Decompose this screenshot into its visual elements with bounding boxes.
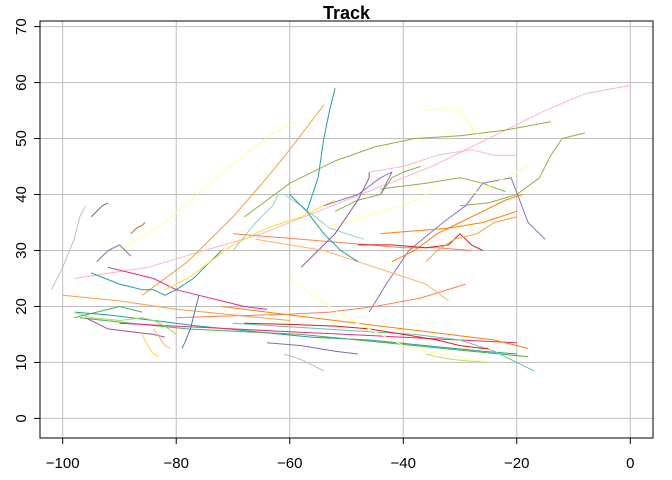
track-line-4 [119, 121, 296, 251]
track-line-30 [380, 210, 517, 235]
track-line-15 [289, 278, 489, 363]
track-line-39 [96, 244, 132, 263]
track-line-13 [232, 322, 535, 372]
track-line-37 [50, 205, 86, 290]
track-line-12 [221, 306, 529, 349]
track-line-34 [425, 107, 484, 139]
y-axis: 0 10 20 30 40 50 60 70 [13, 18, 40, 423]
grid-lines [40, 21, 653, 438]
track-line-38 [90, 202, 109, 218]
track-line-11 [119, 322, 517, 344]
x-axis: −100 −80 −60 −40 −20 0 [46, 438, 634, 472]
track-line-5 [141, 104, 325, 296]
y-tick-label: 0 [13, 414, 30, 422]
track-line-14 [244, 322, 489, 349]
track-line-26 [232, 194, 364, 251]
track-line-28 [232, 233, 472, 251]
x-tick-label: −40 [391, 455, 416, 472]
track-line-24 [425, 353, 489, 363]
track-line-46 [289, 194, 359, 263]
track-line-35 [391, 194, 523, 263]
track-line-42 [164, 199, 336, 291]
track-line-1 [74, 84, 631, 279]
y-tick-label: 60 [13, 74, 30, 91]
x-tick-label: −60 [277, 455, 302, 472]
track-line-21 [181, 295, 200, 349]
track-line-20 [141, 334, 160, 358]
track-line-47 [425, 216, 517, 263]
track-line-17 [73, 311, 177, 335]
track-line-25 [90, 250, 222, 296]
track-line-36 [357, 233, 483, 251]
track-line-32 [300, 172, 370, 268]
series-lines [50, 84, 631, 372]
x-tick-label: −100 [46, 455, 80, 472]
track-line-7 [368, 177, 546, 313]
track-line-22 [266, 342, 358, 355]
track-line-6 [306, 88, 336, 212]
track-line-9 [74, 311, 517, 355]
track-line-29 [312, 182, 438, 229]
track-line-19 [153, 328, 171, 349]
track-line-10 [79, 317, 529, 358]
track-line-8 [176, 283, 466, 319]
x-tick-label: 0 [626, 455, 634, 472]
y-tick-label: 40 [13, 186, 30, 203]
track-line-40 [130, 222, 146, 235]
plot-frame [39, 20, 654, 439]
track-line-44 [255, 238, 449, 302]
track-line-3 [459, 132, 586, 207]
track-line-27 [107, 266, 268, 310]
track-line-45 [323, 171, 393, 207]
y-tick-label: 70 [13, 18, 30, 35]
track-line-16 [62, 294, 290, 321]
track-line-41 [73, 306, 143, 319]
y-tick-label: 50 [13, 130, 30, 147]
y-tick-label: 20 [13, 298, 30, 315]
track-line-2 [244, 121, 551, 218]
track-line-43 [380, 177, 506, 193]
x-tick-label: −20 [504, 455, 529, 472]
y-tick-label: 10 [13, 354, 30, 371]
track-line-48 [471, 166, 529, 195]
track-line-31 [334, 166, 421, 212]
track-line-18 [85, 317, 166, 338]
chart-title: Track [323, 3, 371, 23]
track-line-33 [369, 149, 517, 173]
track-line-23 [283, 353, 325, 372]
x-tick-label: −80 [163, 455, 188, 472]
y-tick-label: 30 [13, 242, 30, 259]
